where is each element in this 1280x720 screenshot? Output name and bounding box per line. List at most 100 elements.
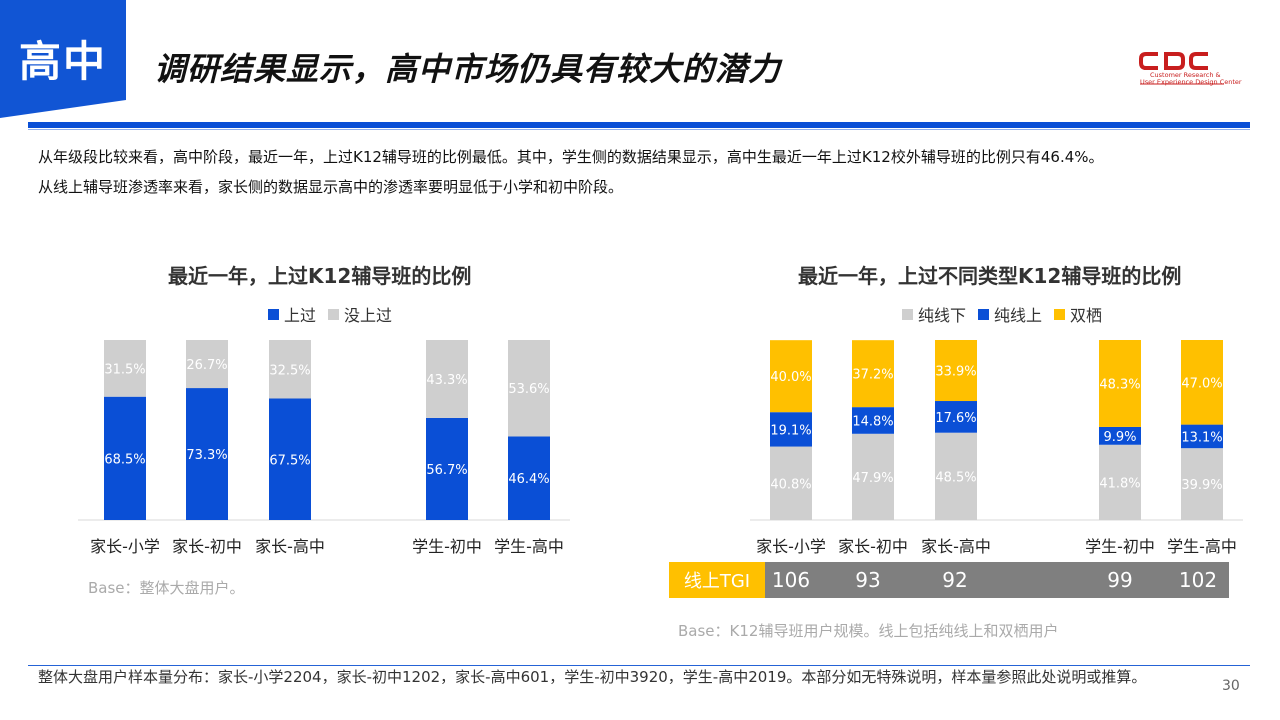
- chart2-data-label: 39.9%: [1181, 478, 1222, 493]
- section-tag-shape: [0, 0, 126, 118]
- chart1-bar-segment: [426, 340, 468, 418]
- chart2-bar-segment: [770, 340, 812, 413]
- chart2-data-label: 48.3%: [1099, 377, 1140, 392]
- chart2-data-label: 14.8%: [852, 414, 893, 429]
- chart2-data-label: 13.1%: [1181, 430, 1222, 445]
- chart2-legend: 纯线下 纯线上 双栖: [902, 302, 1102, 326]
- chart1-bar-segment: [104, 340, 146, 397]
- chart2-legend-item-both: 双栖: [1054, 302, 1102, 326]
- chart1-bar-segment: [186, 340, 228, 389]
- tgi-bar: [765, 562, 1229, 598]
- chart2-data-label: 47.0%: [1181, 376, 1222, 391]
- legend-swatch-blue: [978, 308, 990, 320]
- tgi-value: 93: [855, 568, 881, 592]
- tgi-value: 92: [942, 568, 968, 592]
- chart1-base-note: Base：整体大盘用户。: [88, 579, 245, 597]
- chart1-data-label: 56.7%: [426, 463, 467, 478]
- logo-caption-2: User Experience Design Center: [1140, 78, 1242, 86]
- chart2-data-label: 19.1%: [770, 423, 811, 438]
- chart2-data-label: 41.8%: [1099, 476, 1140, 491]
- chart1-bar-segment: [508, 340, 550, 437]
- chart2-base-note: Base：K12辅导班用户规模。线上包括纯线上和双栖用户: [678, 622, 1059, 640]
- chart1-data-label: 67.5%: [269, 453, 310, 468]
- chart1-category-label: 家长-高中: [255, 537, 325, 556]
- chart2-bar-segment: [1181, 448, 1223, 520]
- chart2-data-label: 17.6%: [935, 411, 976, 426]
- legend-label: 没上过: [344, 306, 393, 325]
- chart1-bar-segment: [269, 340, 311, 399]
- chart2-bar-segment: [770, 412, 812, 447]
- chart2-data-label: 48.5%: [935, 470, 976, 485]
- chart2-category-label: 学生-初中: [1085, 537, 1155, 556]
- section-tag-label: 高中: [18, 37, 107, 86]
- legend-swatch-gray: [328, 308, 340, 320]
- chart2-category-label: 家长-初中: [838, 537, 908, 556]
- chart1-legend-item-attended: 上过: [268, 302, 316, 326]
- chart1-bar-segment: [104, 396, 146, 520]
- legend-swatch-gray: [902, 308, 913, 320]
- chart1-data-label: 53.6%: [508, 382, 549, 397]
- chart2-data-label: 40.0%: [770, 370, 811, 385]
- chart2-bar-segment: [1181, 340, 1223, 425]
- legend-swatch-yellow: [1054, 308, 1066, 320]
- chart2-bar-segment: [1099, 340, 1141, 427]
- chart1-data-label: 73.3%: [186, 448, 227, 463]
- legend-label: 双栖: [1070, 306, 1103, 325]
- chart2-legend-item-online: 纯线上: [978, 302, 1042, 326]
- chart1-data-label: 46.4%: [508, 472, 549, 487]
- chart1-data-label: 43.3%: [426, 373, 467, 388]
- chart2-bar-segment: [852, 407, 894, 434]
- chart2-title: 最近一年，上过不同类型K12辅导班的比例: [798, 264, 1182, 288]
- chart1-data-label: 31.5%: [104, 362, 145, 377]
- chart1-data-label: 26.7%: [186, 358, 227, 373]
- chart2-category-label: 学生-高中: [1167, 537, 1237, 556]
- footer-divider: [28, 665, 1250, 666]
- description-line-1: 从年级段比较来看，高中阶段，最近一年，上过K12辅导班的比例最低。其中，学生侧的…: [38, 148, 1104, 166]
- chart2-bar-segment: [1099, 444, 1141, 520]
- page-number: 30: [1222, 678, 1240, 694]
- chart2-bar-segment: [935, 432, 977, 520]
- chart1-legend-item-not-attended: 没上过: [328, 302, 392, 326]
- chart2-data-label: 33.9%: [935, 365, 976, 380]
- chart1-legend: 上过 没上过: [268, 302, 392, 326]
- chart2-data-label: 47.9%: [852, 471, 893, 486]
- chart2-bar-segment: [1099, 426, 1141, 445]
- chart2-bar-segment: [935, 340, 977, 402]
- chart2-bar-segment: [852, 433, 894, 520]
- chart1-category-label: 学生-高中: [494, 537, 564, 556]
- chart1-category-label: 学生-初中: [412, 537, 482, 556]
- page-title: 调研结果显示，高中市场仍具有较大的潜力: [154, 50, 782, 88]
- chart1-data-label: 68.5%: [104, 452, 145, 467]
- header-divider-thin: [28, 129, 1250, 130]
- tgi-row: 线上TGI 106 93 92 99 102: [669, 562, 1229, 598]
- chart1-data-label: 32.5%: [269, 363, 310, 378]
- legend-label: 纯线下: [918, 306, 967, 325]
- cdc-logo: [1139, 52, 1224, 85]
- chart1-bar-segment: [186, 388, 228, 520]
- chart2-data-label: 9.9%: [1103, 430, 1136, 445]
- chart2-category-label: 家长-小学: [756, 537, 826, 556]
- chart2-bar-segment: [1181, 424, 1223, 449]
- chart1-category-label: 家长-初中: [172, 537, 242, 556]
- legend-label: 上过: [284, 306, 317, 325]
- chart2-data-label: 37.2%: [852, 368, 893, 383]
- tgi-value: 106: [771, 568, 811, 592]
- chart2-bar-segment: [852, 340, 894, 408]
- tgi-value: 102: [1178, 568, 1218, 592]
- chart1-bar-segment: [426, 417, 468, 520]
- chart1-bar-segment: [269, 398, 311, 520]
- chart2-data-label: 40.8%: [770, 477, 811, 492]
- chart2-legend-item-offline: 纯线下: [902, 302, 966, 326]
- chart2-bar-segment: [935, 401, 977, 433]
- chart1-category-label: 家长-小学: [90, 537, 160, 556]
- tgi-label: 线上TGI: [669, 562, 765, 598]
- footnote: 整体大盘用户样本量分布：家长-小学2204，家长-初中1202，家长-高中601…: [38, 668, 1147, 686]
- section-tag: 高中: [0, 0, 126, 120]
- legend-label: 纯线上: [994, 306, 1043, 325]
- description-line-2: 从线上辅导班渗透率来看，家长侧的数据显示高中的渗透率要明显低于小学和初中阶段。: [38, 178, 624, 196]
- logo-caption-1: Customer Research &: [1150, 71, 1221, 79]
- chart2-category-label: 家长-高中: [921, 537, 991, 556]
- tgi-value: 99: [1107, 568, 1133, 592]
- chart1-title: 最近一年，上过K12辅导班的比例: [168, 264, 472, 288]
